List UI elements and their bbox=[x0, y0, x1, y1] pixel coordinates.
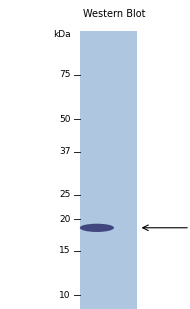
Text: 37: 37 bbox=[59, 147, 70, 156]
Ellipse shape bbox=[80, 224, 114, 232]
Bar bbox=[80, 31, 137, 309]
Text: 75: 75 bbox=[59, 70, 70, 79]
Text: Western Blot: Western Blot bbox=[83, 9, 145, 19]
Text: kDa: kDa bbox=[53, 30, 70, 39]
Text: 50: 50 bbox=[59, 115, 70, 124]
Text: 15: 15 bbox=[59, 246, 70, 255]
Text: 10: 10 bbox=[59, 290, 70, 299]
Text: 20: 20 bbox=[59, 215, 70, 224]
Text: 25: 25 bbox=[59, 190, 70, 199]
